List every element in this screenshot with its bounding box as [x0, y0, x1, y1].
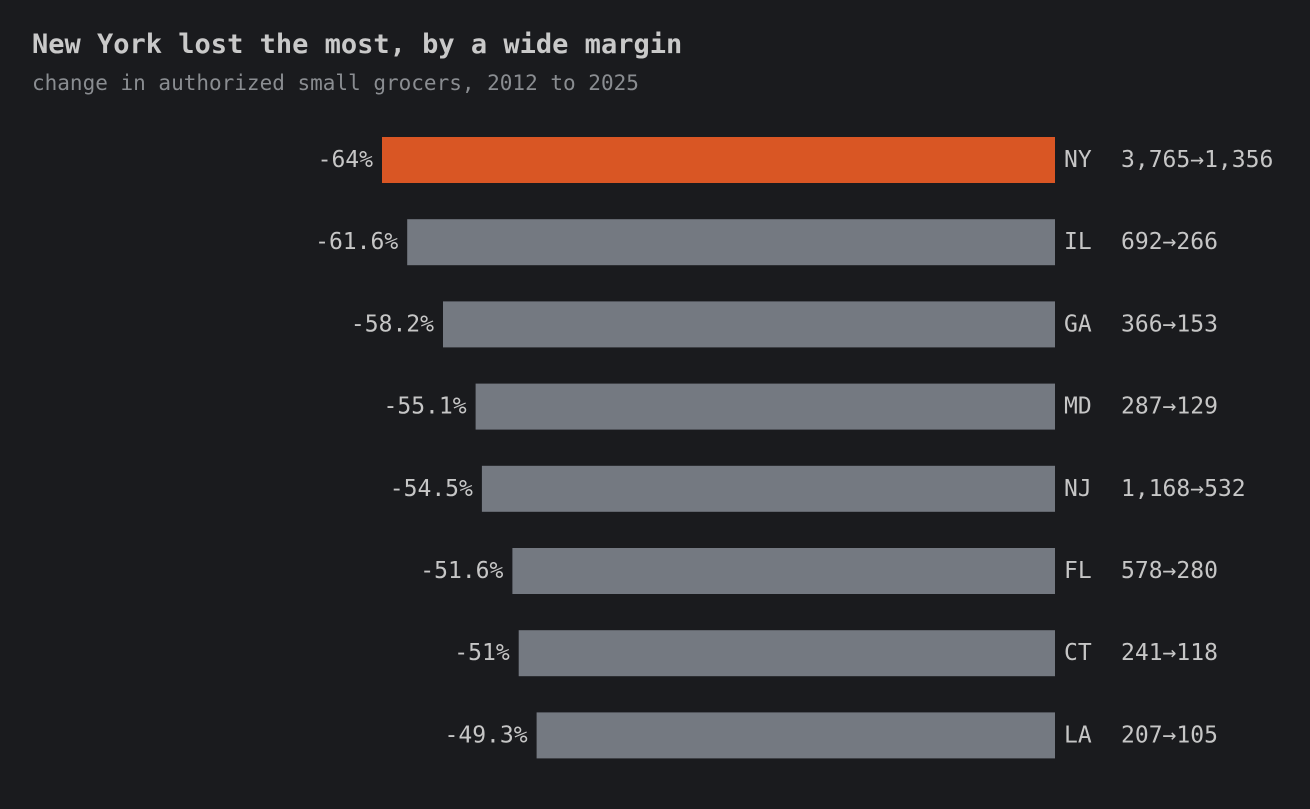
count-label-md: 287→129	[1121, 394, 1218, 420]
chart-title: New York lost the most, by a wide margin	[32, 29, 683, 60]
bar-row-md: -55.1% MD 287→129	[384, 383, 1218, 430]
category-label-fl: FL	[1064, 558, 1092, 584]
category-label-il: IL	[1064, 229, 1092, 255]
bar-ga	[443, 301, 1055, 348]
bar-ct	[518, 630, 1055, 677]
category-label-md: MD	[1064, 394, 1092, 420]
value-label-fl: -51.6%	[420, 558, 503, 584]
count-label-ny: 3,765→1,356	[1121, 147, 1273, 173]
bar-md	[475, 383, 1056, 430]
value-label-nj: -54.5%	[390, 476, 473, 502]
chart-subtitle: change in authorized small grocers, 2012…	[32, 71, 639, 95]
count-label-il: 692→266	[1121, 229, 1218, 255]
value-label-ga: -58.2%	[351, 311, 434, 337]
bar-ny	[382, 137, 1055, 183]
bar-nj	[481, 465, 1055, 512]
category-label-ga: GA	[1064, 311, 1092, 337]
bar-fl	[512, 548, 1055, 594]
bar-la	[536, 712, 1055, 759]
value-label-il: -61.6%	[315, 229, 398, 255]
count-label-ct: 241→118	[1121, 640, 1218, 666]
value-label-ny: -64%	[318, 147, 374, 173]
category-label-la: LA	[1064, 722, 1092, 748]
bar-row-ga: -58.2% GA 366→153	[351, 301, 1218, 348]
count-label-la: 207→105	[1121, 722, 1218, 748]
chart-header: New York lost the most, by a wide margin…	[32, 26, 682, 98]
category-label-ct: CT	[1064, 640, 1092, 666]
count-label-fl: 578→280	[1121, 558, 1218, 584]
bar-row-il: -61.6% IL 692→266	[315, 219, 1218, 266]
value-label-la: -49.3%	[445, 722, 528, 748]
bar-row-fl: -51.6% FL 578→280	[420, 548, 1218, 594]
category-label-ny: NY	[1064, 147, 1092, 173]
count-label-ga: 366→153	[1121, 311, 1218, 337]
bar-row-ny: -64% NY 3,765→1,356	[318, 137, 1273, 183]
bar-il	[407, 219, 1055, 266]
count-label-nj: 1,168→532	[1121, 476, 1246, 502]
bar-row-ct: -51% CT 241→118	[454, 630, 1218, 677]
bar-row-la: -49.3% LA 207→105	[445, 712, 1218, 759]
bar-row-nj: -54.5% NJ 1,168→532	[390, 465, 1246, 512]
value-label-ct: -51%	[454, 640, 510, 666]
category-label-nj: NJ	[1064, 476, 1092, 502]
value-label-md: -55.1%	[384, 394, 467, 420]
